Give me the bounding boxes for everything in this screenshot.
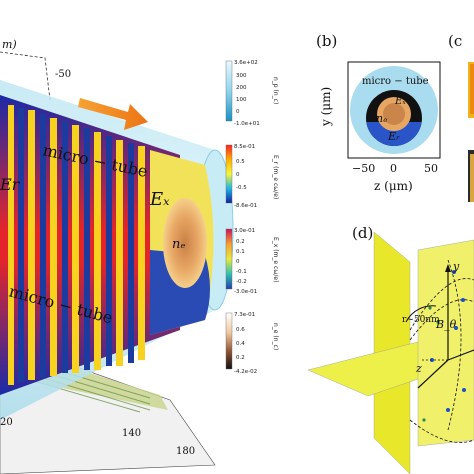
panel-d-blue-dots: [430, 270, 466, 412]
panel-d-back-plane: [417, 239, 474, 447]
panel-b-label-er: Eᵣ: [387, 130, 400, 143]
svg-text:n_p (n_c): n_p (n_c): [272, 77, 279, 104]
svg-text:8.5e-01: 8.5e-01: [234, 144, 255, 150]
svg-text:200: 200: [236, 85, 247, 91]
svg-text:0.1: 0.1: [236, 249, 245, 255]
panel-d-figure: (d) y z B_θ r~50nm: [307, 224, 474, 474]
axis-tick-140: 140: [122, 428, 141, 439]
panel-d-label-radius: r~50nm: [402, 315, 440, 325]
axis-tick-20: 20: [0, 417, 13, 428]
label-ne: nₑ: [172, 237, 185, 252]
panel-d-field-lines: [409, 259, 474, 443]
svg-text:0.6: 0.6: [236, 327, 245, 333]
svg-text:100: 100: [236, 97, 247, 103]
panel-d-green-dots: [422, 306, 440, 422]
panel-c-figure: (c: [448, 32, 474, 202]
panel-b-tag: (b): [316, 32, 337, 50]
colorbar-ex: 3.0e-01 0.2 0.1 0 -0.1 -0.2 -3.0e-01 E_x…: [225, 228, 279, 295]
panel-d-tag: (d): [352, 224, 373, 242]
svg-text:-1.0e+01: -1.0e+01: [234, 121, 260, 127]
svg-text:-0.2: -0.2: [236, 279, 247, 285]
panel-d-z-axis: [417, 359, 449, 389]
colorbar-er: 8.5e-01 0.5 0 -0.5 -8.6e-01 E_r (m_e cω/…: [225, 144, 279, 209]
svg-text:-3.0e-01: -3.0e-01: [234, 289, 257, 295]
svg-text:-4.2e-02: -4.2e-02: [234, 369, 257, 375]
svg-text:-8.6e-01: -8.6e-01: [234, 203, 257, 209]
panel-d-label-z: z: [415, 362, 422, 375]
propagation-arrow: [78, 98, 148, 130]
panel-b-xticks: −50 0 50: [352, 162, 438, 175]
svg-text:0: 0: [236, 259, 240, 265]
panel-b-label-ex: Eₓ: [394, 96, 406, 107]
panel-b-ylabel: y (μm): [319, 87, 333, 127]
svg-text:0.2: 0.2: [236, 239, 245, 245]
panel-b-xlabel: z (μm): [374, 179, 413, 193]
svg-text:0: 0: [236, 109, 240, 115]
panel-c-tag: (c: [448, 32, 462, 50]
svg-text:0.5: 0.5: [236, 159, 245, 165]
axis-tick-180: 180: [176, 446, 195, 457]
svg-text:0: 0: [236, 172, 240, 178]
panel-b-target: [366, 90, 422, 146]
colorbar-ne: 7.3e-01 0.6 0.4 0.2 -4.2e-02 n_e (n_c): [225, 312, 279, 375]
svg-text:0: 0: [390, 162, 397, 175]
svg-text:0.4: 0.4: [236, 341, 245, 347]
svg-text:-0.1: -0.1: [236, 269, 247, 275]
label-er-fragment: Er: [0, 175, 21, 194]
panel-a-figure: m) -50 micro − tube micro − tube Eₓ Er n…: [0, 38, 234, 474]
label-ex: Eₓ: [149, 189, 170, 210]
colorbars: 3.6e+02 300 200 100 0 -1.0e+01 n_p (n_c)…: [225, 60, 279, 375]
svg-text:−50: −50: [352, 162, 375, 175]
field-rings: [0, 95, 180, 395]
unit-fragment: m): [2, 38, 17, 51]
panel-d-label-y: y: [452, 260, 460, 273]
svg-text:3.6e+02: 3.6e+02: [234, 60, 258, 66]
panel-b-figure: (b) micro − tube Eₓ nₑ Eᵣ y (μm) −50 0 5…: [316, 32, 441, 193]
panel-d-label-btheta: B_θ: [435, 318, 457, 331]
axis-frame-dashed: [0, 51, 51, 101]
axis-top-tick: -50: [55, 69, 71, 80]
svg-text:300: 300: [236, 73, 247, 79]
svg-text:-0.5: -0.5: [236, 185, 247, 191]
svg-text:E_r (m_e cω/e): E_r (m_e cω/e): [272, 155, 279, 199]
svg-text:3.0e-01: 3.0e-01: [234, 228, 255, 234]
panel-b-label-ne: nₑ: [376, 112, 387, 125]
svg-text:50: 50: [424, 162, 438, 175]
svg-text:E_x (m_e cω/e): E_x (m_e cω/e): [272, 237, 279, 282]
svg-text:7.3e-01: 7.3e-01: [234, 312, 255, 318]
svg-text:0.2: 0.2: [236, 355, 245, 361]
svg-text:n_e (n_c): n_e (n_c): [272, 323, 279, 350]
colorbar-np: 3.6e+02 300 200 100 0 -1.0e+01 n_p (n_c): [225, 60, 279, 127]
panel-b-label-tube: micro − tube: [362, 76, 429, 87]
ne-disc: [163, 198, 207, 288]
